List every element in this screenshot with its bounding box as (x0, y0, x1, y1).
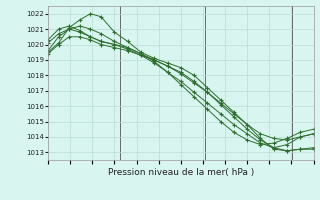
X-axis label: Pression niveau de la mer( hPa ): Pression niveau de la mer( hPa ) (108, 168, 254, 177)
